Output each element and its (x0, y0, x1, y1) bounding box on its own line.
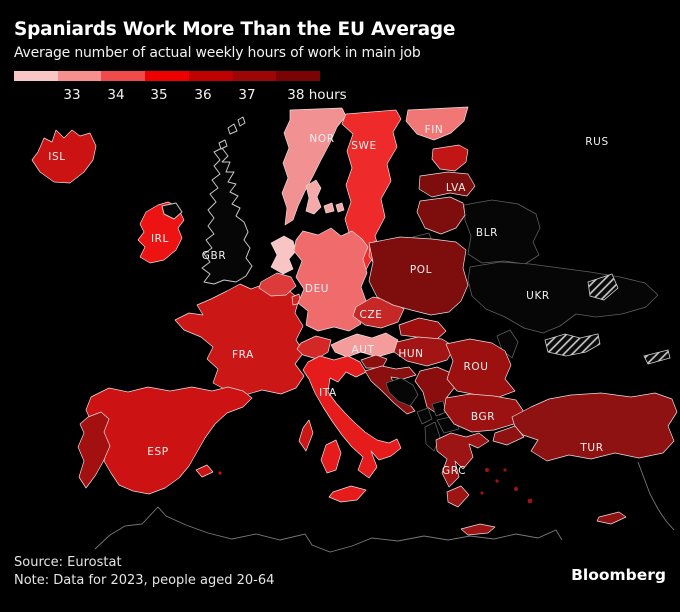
country-labels: ISL NOR SWE FIN LVA POL IRL DEU CZE AUT HUN FRA ESP I… (48, 124, 608, 477)
country-slovenia (360, 354, 388, 369)
map-label-SWE: SWE (351, 140, 376, 152)
chart-footer: Source: Eurostat Note: Data for 2023, pe… (14, 554, 274, 590)
map-label-ITA: ITA (319, 387, 337, 399)
hatched-area-crimea (544, 333, 601, 357)
legend-swatch-0 (14, 71, 58, 81)
country-denmark (305, 179, 322, 215)
map-label-IRL: IRL (151, 233, 169, 245)
island-sicily (328, 485, 367, 503)
hatched-area-donbas (587, 273, 619, 301)
map-label-NOR: NOR (309, 133, 334, 145)
legend-swatch-2 (101, 71, 146, 81)
country-france (174, 283, 305, 396)
color-scale-legend: 33 34 35 36 37 38 hours (14, 71, 347, 105)
legend-swatch-4 (188, 71, 233, 81)
legend-labels: 33 34 35 36 37 38 hours (14, 87, 346, 105)
chart-subtitle: Average number of actual weekly hours of… (14, 45, 421, 62)
country-hungary (393, 336, 456, 367)
map-label-TUR: TUR (579, 442, 603, 454)
region-peloponnese (446, 485, 470, 508)
island-crete (460, 523, 496, 536)
map-label-FIN: FIN (425, 124, 444, 136)
note-text: Note: Data for 2023, people aged 20-64 (14, 573, 275, 588)
legend-label: 38 hours (287, 87, 347, 103)
country-greece (435, 432, 490, 488)
island-corsica (298, 419, 314, 452)
legend-label: 33 (63, 87, 81, 103)
map-label-GRC: GRC (442, 465, 466, 477)
island-sardinia (320, 439, 342, 474)
hatched-area-strip (643, 349, 671, 365)
country-ukraine (467, 261, 659, 334)
country-montenegro (416, 407, 433, 425)
legend-swatch-1 (57, 71, 102, 81)
island-menorca (218, 471, 222, 475)
legend-label: 36 (194, 87, 212, 103)
map-label-ROU: ROU (463, 361, 488, 373)
country-portugal (77, 411, 111, 489)
country-cyprus (596, 511, 627, 525)
map-label-ISL: ISL (48, 151, 65, 163)
map-label-HUN: HUN (398, 348, 423, 360)
country-moldova (496, 329, 519, 359)
region-northern-ireland (161, 202, 183, 220)
islands-balearic (195, 464, 214, 478)
aegean-island (480, 491, 484, 495)
country-italy (302, 355, 402, 479)
country-romania (445, 338, 516, 398)
map-label-BGR: BGR (471, 411, 495, 423)
map-label-DEU: DEU (305, 283, 329, 295)
scottish-islands (218, 116, 246, 150)
country-poland (368, 236, 469, 316)
country-turkey (511, 392, 678, 462)
country-belarus (463, 199, 541, 265)
map-label-CZE: CZE (360, 309, 383, 321)
country-bosnia (385, 377, 419, 407)
legend-swatch-3 (145, 71, 189, 81)
country-latvia (418, 171, 476, 198)
map-label-GBR: GBR (202, 250, 226, 262)
country-finland (405, 106, 469, 141)
levant-coastline (637, 461, 675, 531)
chart-title: Spaniards Work More Than the EU Average (14, 19, 456, 40)
map-label-FRA: FRA (232, 349, 254, 361)
aegean-island (485, 468, 489, 472)
legend-swatch-6 (276, 71, 321, 81)
map-label-RUS: RUS (585, 136, 608, 148)
legend-label: 34 (107, 87, 125, 103)
north-africa-coastline (94, 506, 563, 553)
country-iceland (31, 129, 97, 184)
aegean-island (495, 479, 499, 483)
bloomberg-logo: Bloomberg (571, 566, 666, 584)
country-netherlands (270, 235, 297, 275)
country-slovakia (398, 317, 447, 341)
country-belgium (258, 272, 297, 297)
map-label-AUT: AUT (351, 344, 374, 356)
country-spain (85, 386, 253, 495)
region-turkish-thrace (492, 425, 525, 446)
legend-swatch-5 (232, 71, 277, 81)
map-label-BLR: BLR (476, 227, 498, 239)
map-label-POL: POL (410, 264, 432, 276)
map-label-ESP: ESP (147, 446, 168, 458)
map-label-UKR: UKR (526, 290, 550, 302)
chart-header: Spaniards Work More Than the EU Average … (14, 19, 670, 62)
country-lithuania (416, 196, 466, 235)
legend-label: 35 (150, 87, 168, 103)
map-label-LVA: LVA (446, 182, 466, 194)
country-great-britain (201, 147, 253, 285)
aegean-island (503, 468, 507, 472)
denmark-islands (323, 202, 345, 214)
country-estonia (431, 144, 469, 172)
legend-label: 37 (238, 87, 256, 103)
source-text: Source: Eurostat (14, 555, 122, 570)
legend-bar (14, 71, 321, 81)
country-switzerland (296, 335, 332, 360)
island-rhodes (527, 498, 533, 504)
aegean-island (514, 487, 518, 491)
country-norway (281, 107, 347, 226)
